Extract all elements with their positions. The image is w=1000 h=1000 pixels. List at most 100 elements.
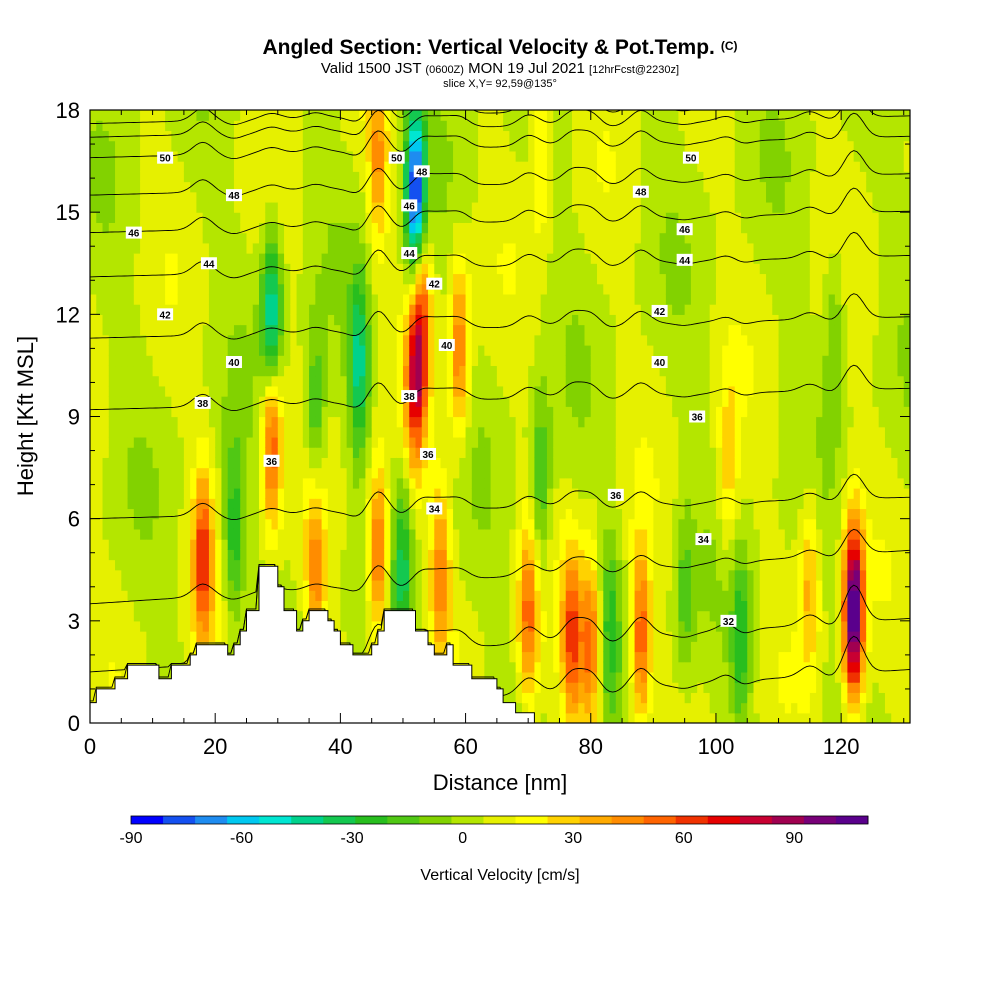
velocity-cell <box>421 549 429 561</box>
velocity-cell <box>603 620 611 632</box>
velocity-cell <box>546 692 554 704</box>
velocity-cell <box>428 375 435 387</box>
velocity-cell <box>246 488 254 499</box>
velocity-cell <box>190 293 198 305</box>
velocity-cell <box>409 600 417 612</box>
velocity-cell <box>327 498 335 510</box>
velocity-cell <box>465 447 473 458</box>
velocity-cell <box>434 396 442 407</box>
velocity-cell <box>428 293 435 305</box>
velocity-cell <box>421 293 429 305</box>
velocity-cell <box>359 161 367 172</box>
velocity-cell <box>152 110 160 121</box>
velocity-cell <box>521 304 529 315</box>
velocity-cell <box>584 191 592 203</box>
velocity-cell <box>509 375 517 387</box>
velocity-cell <box>528 212 536 223</box>
velocity-cell <box>503 508 510 520</box>
velocity-cell <box>171 161 179 172</box>
velocity-cell <box>446 140 454 152</box>
velocity-cell <box>571 273 579 285</box>
velocity-cell <box>559 120 567 132</box>
velocity-cell <box>609 631 617 642</box>
velocity-cell <box>503 549 510 561</box>
velocity-cell <box>133 344 141 356</box>
velocity-cell <box>440 620 448 632</box>
velocity-cell <box>233 212 241 223</box>
velocity-cell <box>415 488 423 499</box>
velocity-cell <box>571 671 579 683</box>
velocity-cell <box>196 477 204 489</box>
velocity-cell <box>384 498 392 510</box>
velocity-cell <box>484 242 492 254</box>
velocity-cell <box>465 212 473 223</box>
velocity-cell <box>284 498 291 510</box>
velocity-cell <box>471 181 479 193</box>
velocity-cell <box>127 314 135 326</box>
velocity-cell <box>208 528 216 540</box>
velocity-cell <box>553 191 561 203</box>
velocity-cell <box>271 436 279 448</box>
velocity-cell <box>346 314 354 326</box>
velocity-cell <box>490 130 498 142</box>
velocity-cell <box>196 406 204 418</box>
velocity-cell <box>252 406 260 418</box>
velocity-cell <box>390 110 398 121</box>
velocity-cell <box>515 631 523 642</box>
velocity-cell <box>515 232 523 244</box>
velocity-cell <box>202 569 210 581</box>
velocity-cell <box>246 120 254 132</box>
velocity-cell <box>478 457 485 469</box>
velocity-cell <box>565 671 573 683</box>
velocity-cell <box>490 539 498 550</box>
velocity-cell <box>265 467 273 479</box>
velocity-cell <box>196 488 204 499</box>
velocity-cell <box>309 355 316 367</box>
velocity-cell <box>603 457 611 469</box>
velocity-cell <box>259 467 266 479</box>
velocity-cell <box>515 518 523 530</box>
velocity-cell <box>202 447 210 458</box>
velocity-cell <box>390 344 398 356</box>
velocity-cell <box>327 181 335 193</box>
velocity-cell <box>415 324 423 336</box>
velocity-cell <box>597 263 604 275</box>
velocity-cell <box>396 508 404 520</box>
velocity-cell <box>96 610 104 622</box>
velocity-cell <box>352 498 360 510</box>
velocity-cell <box>183 283 191 295</box>
velocity-cell <box>240 334 248 346</box>
velocity-cell <box>183 253 191 264</box>
velocity-cell <box>409 263 417 275</box>
velocity-cell <box>115 242 122 254</box>
velocity-cell <box>590 712 598 723</box>
velocity-cell <box>509 283 517 295</box>
velocity-cell <box>509 344 517 356</box>
velocity-cell <box>590 620 598 632</box>
velocity-cell <box>528 539 536 550</box>
velocity-cell <box>396 263 404 275</box>
velocity-cell <box>302 150 310 162</box>
velocity-cell <box>327 416 335 428</box>
velocity-cell <box>553 477 561 489</box>
velocity-cell <box>565 273 573 285</box>
velocity-cell <box>227 130 235 142</box>
velocity-cell <box>559 273 567 285</box>
velocity-cell <box>402 222 410 234</box>
velocity-cell <box>340 549 348 561</box>
velocity-cell <box>227 590 235 601</box>
velocity-cell <box>315 171 323 183</box>
velocity-cell <box>490 620 498 632</box>
velocity-cell <box>90 620 97 632</box>
velocity-cell <box>546 539 554 550</box>
velocity-cell <box>96 508 104 520</box>
velocity-cell <box>140 140 147 152</box>
velocity-cell <box>252 283 260 295</box>
velocity-cell <box>434 150 442 162</box>
velocity-cell <box>352 457 360 469</box>
velocity-cell <box>202 355 210 367</box>
velocity-cell <box>240 600 248 612</box>
velocity-cell <box>359 191 367 203</box>
velocity-cell <box>453 631 460 642</box>
velocity-cell <box>484 365 492 377</box>
